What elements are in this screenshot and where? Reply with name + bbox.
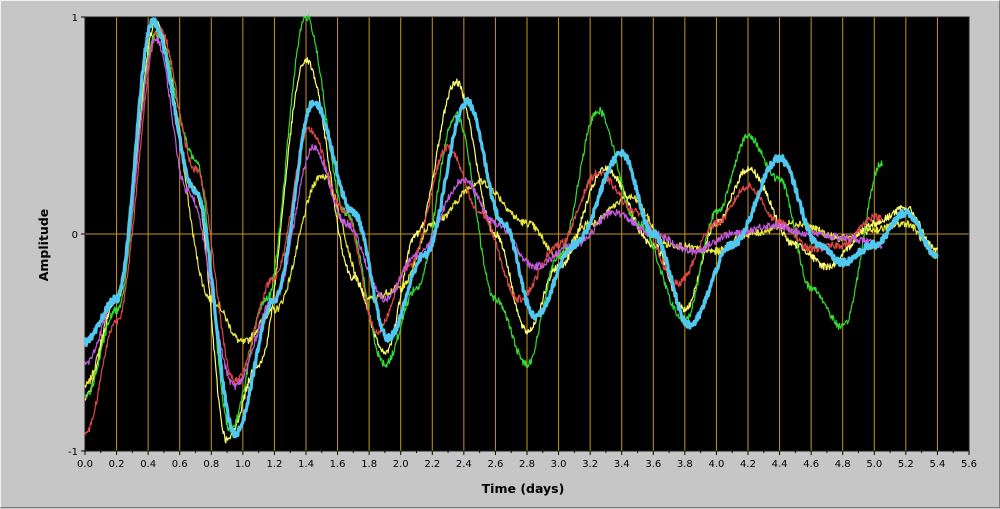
x-tick-label: 3.4: [614, 459, 630, 470]
x-axis-title: Time (days): [482, 481, 565, 496]
series-line-3: [84, 14, 883, 433]
x-tick-label: 0.4: [140, 459, 156, 470]
y-tick-label: 1: [72, 13, 78, 24]
x-tick-label: 0.2: [109, 459, 125, 470]
x-axis: 0.0 0.2 0.4 0.6 0.8 1.0 1.2 1.4 1.6 1.8 2.0 2.2 2.4 2…: [77, 451, 977, 470]
x-tick-label: 1.6: [330, 459, 346, 470]
x-tick-label: 4.0: [708, 459, 724, 470]
y-axis: -1 0 1: [68, 13, 85, 458]
x-tick-label: 2.0: [393, 459, 409, 470]
x-tick-label: 3.6: [645, 459, 661, 470]
x-tick-label: 4.6: [803, 459, 819, 470]
x-tick-label: 4.4: [772, 459, 788, 470]
y-axis-title: Amplitude: [36, 209, 51, 282]
x-tick-label: 1.0: [235, 459, 251, 470]
x-tick-label: 2.6: [487, 459, 503, 470]
x-tick-label: 5.2: [898, 459, 914, 470]
x-tick-label: 0.6: [172, 459, 188, 470]
series-layer: [83, 14, 939, 444]
x-tick-label: 5.4: [929, 459, 945, 470]
series-line-1: [84, 30, 938, 388]
x-tick-label: 5.6: [961, 459, 977, 470]
x-tick-label: 1.2: [266, 459, 282, 470]
y-tick-label: 0: [72, 230, 78, 241]
x-tick-label: 5.0: [866, 459, 882, 470]
x-tick-label: 3.2: [582, 459, 598, 470]
x-tick-label: 1.8: [361, 459, 377, 470]
x-tick-label: 2.8: [519, 459, 535, 470]
x-tick-label: 4.8: [835, 459, 851, 470]
x-tick-label: 0.8: [203, 459, 219, 470]
series-line-6: [83, 17, 939, 439]
series-line-2: [84, 20, 938, 444]
x-tick-label: 2.2: [424, 459, 440, 470]
x-tick-label: 3.0: [551, 459, 567, 470]
x-tick-label: 4.2: [740, 459, 756, 470]
series-line-4: [84, 26, 883, 435]
x-tick-label: 3.8: [677, 459, 693, 470]
x-tick-label: 1.4: [298, 459, 314, 470]
x-tick-label: 2.4: [456, 459, 472, 470]
x-tick-label: 0.0: [77, 459, 93, 470]
y-tick-label: -1: [68, 447, 78, 458]
